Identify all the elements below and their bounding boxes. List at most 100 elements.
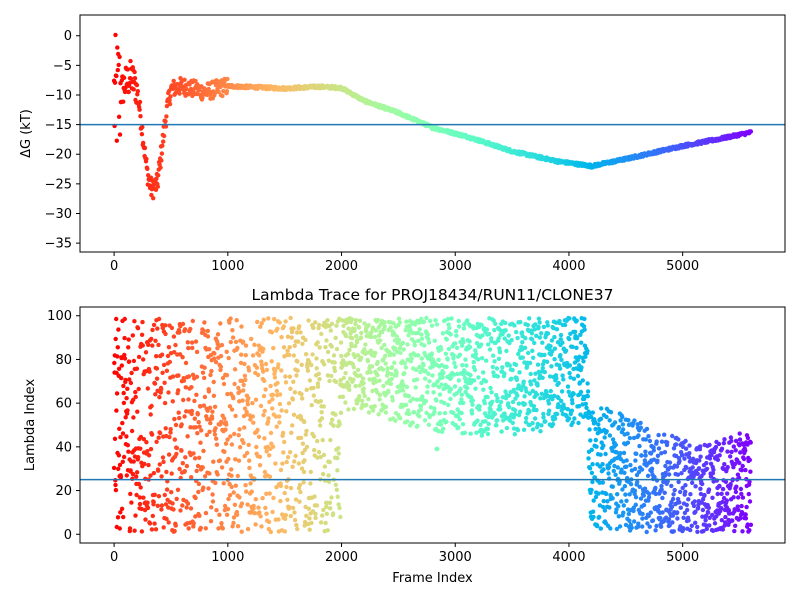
lambda-point — [291, 379, 296, 384]
lambda-point — [532, 378, 537, 383]
lambda-point — [174, 445, 180, 451]
lambda-point — [521, 427, 527, 432]
delta-g-point — [167, 98, 172, 103]
lambda-point — [278, 483, 283, 489]
lambda-point — [180, 321, 186, 327]
lambda-point — [736, 507, 741, 513]
lambda-point — [223, 441, 229, 446]
lambda-point — [454, 329, 459, 334]
lambda-point — [688, 527, 693, 533]
lambda-point — [590, 479, 595, 485]
lambda-point — [745, 435, 751, 441]
lambda-point — [740, 529, 745, 534]
lambda-point — [385, 373, 390, 378]
lambda-point — [446, 322, 451, 327]
lambda-point — [486, 331, 492, 337]
lambda-point — [126, 345, 131, 350]
lambda-point — [397, 320, 402, 325]
lambda-point — [337, 505, 342, 511]
lambda-point — [710, 495, 715, 500]
lambda-point — [454, 333, 459, 338]
lambda-point — [658, 524, 664, 529]
lambda-point — [575, 373, 581, 379]
lambda-point — [226, 456, 231, 462]
lambda-point — [224, 373, 230, 378]
lambda-point — [426, 336, 431, 342]
lambda-point — [548, 344, 553, 349]
lambda-point — [470, 398, 475, 403]
lambda-point — [747, 528, 752, 533]
lambda-point — [531, 404, 537, 409]
lambda-point — [510, 367, 515, 373]
lambda-point — [662, 432, 667, 437]
lambda-x-label: Frame Index — [392, 571, 473, 586]
lambda-point — [221, 381, 227, 387]
lambda-point — [186, 374, 192, 379]
lambda-point — [202, 474, 208, 479]
lambda-point — [163, 502, 169, 507]
x-tick-label: 3000 — [439, 550, 472, 565]
lambda-point — [439, 382, 444, 387]
lambda-point — [441, 370, 446, 376]
lambda-point — [391, 352, 396, 357]
lambda-point — [194, 374, 200, 379]
lambda-point — [236, 458, 242, 463]
lambda-point — [191, 451, 196, 456]
lambda-point — [527, 316, 532, 321]
lambda-point — [560, 373, 565, 378]
lambda-point — [698, 491, 704, 497]
lambda-point — [233, 413, 238, 419]
lambda-point — [602, 508, 608, 513]
lambda-point — [515, 428, 521, 433]
lambda-point — [406, 411, 412, 417]
lambda-point — [184, 505, 189, 510]
lambda-point — [566, 416, 572, 421]
lambda-point — [593, 426, 598, 432]
lambda-point — [547, 374, 553, 379]
lambda-point — [394, 370, 399, 375]
lambda-point — [177, 330, 182, 335]
lambda-point — [351, 377, 356, 382]
lambda-point — [229, 484, 234, 490]
lambda-point — [172, 528, 177, 534]
lambda-point — [707, 523, 712, 528]
lambda-point — [530, 421, 535, 426]
lambda-point — [471, 378, 477, 383]
lambda-point — [413, 385, 418, 390]
lambda-point — [662, 490, 667, 495]
lambda-point — [159, 387, 164, 392]
y-tick-label: 0 — [64, 29, 72, 44]
lambda-point — [377, 392, 383, 398]
lambda-point — [690, 465, 695, 470]
lambda-point — [397, 345, 403, 351]
lambda-point — [429, 323, 435, 328]
lambda-point — [541, 411, 546, 417]
lambda-point — [612, 463, 617, 469]
lambda-point — [723, 479, 729, 484]
lambda-point — [287, 345, 292, 350]
lambda-point — [744, 504, 749, 510]
lambda-point — [404, 384, 410, 390]
delta-g-point — [128, 58, 133, 64]
lambda-point — [181, 397, 186, 403]
lambda-point — [297, 482, 303, 488]
lambda-point — [273, 461, 278, 466]
lambda-point — [176, 373, 181, 378]
lambda-point — [425, 332, 430, 337]
lambda-point — [133, 394, 138, 400]
lambda-point — [227, 404, 233, 409]
lambda-point — [733, 448, 738, 453]
lambda-point — [700, 497, 706, 502]
lambda-point — [114, 391, 120, 396]
lambda-point — [172, 416, 177, 422]
lambda-point — [725, 449, 730, 454]
lambda-point — [269, 330, 275, 335]
lambda-point — [353, 321, 358, 327]
lambda-point — [184, 409, 189, 414]
lambda-point — [150, 327, 155, 333]
lambda-point — [434, 398, 439, 403]
lambda-point — [119, 506, 125, 511]
lambda-point — [474, 430, 479, 435]
lambda-point — [315, 340, 320, 345]
